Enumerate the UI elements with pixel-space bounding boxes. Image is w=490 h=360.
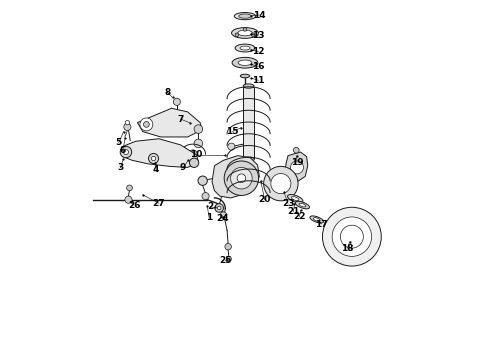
- Text: 10: 10: [191, 150, 203, 159]
- Circle shape: [218, 206, 221, 210]
- Circle shape: [251, 33, 255, 37]
- Circle shape: [344, 229, 360, 244]
- Circle shape: [215, 204, 223, 212]
- Ellipse shape: [238, 60, 252, 66]
- Ellipse shape: [310, 216, 323, 223]
- Circle shape: [189, 150, 197, 158]
- Circle shape: [123, 149, 128, 154]
- Circle shape: [190, 158, 199, 167]
- Polygon shape: [243, 87, 254, 158]
- Text: 23: 23: [282, 199, 294, 208]
- Polygon shape: [212, 156, 259, 198]
- Circle shape: [228, 143, 235, 150]
- Circle shape: [291, 161, 303, 174]
- Text: 25: 25: [219, 256, 232, 265]
- Polygon shape: [137, 108, 202, 137]
- Text: 16: 16: [252, 62, 265, 71]
- Circle shape: [294, 147, 299, 153]
- Ellipse shape: [232, 28, 258, 39]
- Ellipse shape: [240, 74, 250, 78]
- Circle shape: [341, 225, 364, 248]
- Ellipse shape: [232, 57, 258, 68]
- Circle shape: [226, 256, 231, 261]
- Text: 8: 8: [164, 87, 171, 96]
- Circle shape: [202, 193, 209, 200]
- Text: 9: 9: [180, 163, 186, 172]
- Circle shape: [237, 174, 245, 183]
- Circle shape: [194, 125, 203, 134]
- Text: 11: 11: [252, 76, 265, 85]
- Circle shape: [173, 98, 180, 105]
- Text: 5: 5: [116, 138, 122, 147]
- Text: 13: 13: [252, 31, 265, 40]
- Ellipse shape: [243, 84, 254, 88]
- Circle shape: [231, 167, 252, 189]
- Circle shape: [124, 123, 131, 131]
- Circle shape: [140, 118, 153, 131]
- Circle shape: [126, 185, 132, 191]
- Text: 19: 19: [291, 158, 303, 167]
- Text: 18: 18: [341, 244, 353, 253]
- Circle shape: [151, 156, 156, 161]
- Text: 20: 20: [259, 195, 271, 204]
- Circle shape: [125, 196, 132, 203]
- Ellipse shape: [292, 197, 299, 201]
- Ellipse shape: [243, 157, 254, 161]
- Polygon shape: [285, 152, 308, 182]
- Circle shape: [194, 139, 203, 148]
- Circle shape: [243, 28, 247, 31]
- Ellipse shape: [299, 203, 306, 207]
- Circle shape: [144, 122, 149, 127]
- Text: 2: 2: [207, 202, 213, 211]
- Circle shape: [225, 243, 231, 250]
- Circle shape: [264, 166, 298, 201]
- Text: 12: 12: [252, 47, 265, 56]
- Circle shape: [220, 212, 227, 219]
- Ellipse shape: [238, 30, 252, 36]
- Text: 4: 4: [153, 165, 159, 174]
- Ellipse shape: [235, 44, 255, 52]
- Ellipse shape: [288, 194, 303, 203]
- Text: 7: 7: [177, 114, 184, 123]
- Text: 24: 24: [216, 214, 229, 223]
- Circle shape: [198, 176, 207, 185]
- Circle shape: [322, 207, 381, 266]
- Circle shape: [120, 146, 132, 158]
- Ellipse shape: [295, 201, 310, 209]
- Ellipse shape: [234, 13, 256, 20]
- Text: 6: 6: [120, 146, 126, 155]
- Circle shape: [224, 161, 259, 195]
- Circle shape: [148, 153, 159, 163]
- Polygon shape: [122, 139, 198, 167]
- Text: 1: 1: [206, 213, 212, 222]
- Circle shape: [235, 33, 239, 37]
- Text: 27: 27: [152, 199, 165, 208]
- Text: 17: 17: [316, 220, 328, 229]
- Text: 26: 26: [128, 201, 141, 210]
- Circle shape: [271, 174, 291, 194]
- Ellipse shape: [240, 46, 250, 50]
- Text: 15: 15: [226, 127, 239, 136]
- Ellipse shape: [313, 218, 320, 221]
- Circle shape: [332, 217, 371, 256]
- Ellipse shape: [239, 14, 251, 18]
- Circle shape: [125, 121, 129, 125]
- Text: 14: 14: [253, 10, 266, 19]
- Text: 21: 21: [287, 207, 300, 216]
- Text: 3: 3: [117, 163, 123, 172]
- Text: 22: 22: [293, 212, 305, 221]
